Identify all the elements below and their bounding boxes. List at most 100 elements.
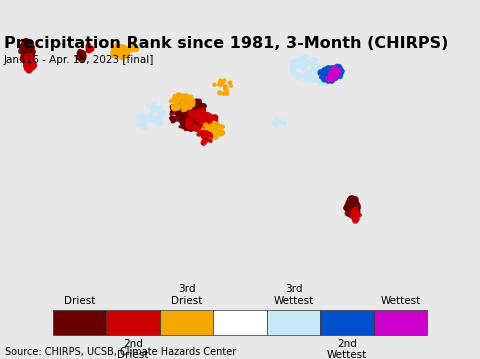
Point	[201, 137, 208, 143]
Point	[348, 206, 356, 211]
Point	[111, 53, 119, 59]
Point	[317, 70, 324, 76]
Point	[28, 52, 36, 57]
Point	[316, 67, 324, 73]
Point	[325, 67, 333, 73]
Point	[332, 66, 340, 71]
Point	[327, 70, 335, 76]
Point	[331, 76, 338, 81]
Point	[347, 197, 355, 202]
Point	[217, 130, 225, 136]
Point	[219, 124, 227, 130]
Point	[136, 119, 144, 125]
Point	[320, 81, 328, 87]
Point	[302, 74, 310, 80]
Point	[301, 64, 309, 70]
Point	[330, 68, 337, 74]
Point	[21, 46, 28, 51]
Point	[174, 104, 181, 109]
Point	[312, 61, 320, 67]
Point	[176, 99, 183, 104]
Point	[148, 116, 156, 122]
Point	[24, 43, 31, 49]
Point	[274, 118, 281, 123]
Point	[134, 115, 142, 121]
Point	[200, 108, 207, 113]
Point	[347, 199, 355, 205]
Point	[203, 129, 210, 134]
Point	[23, 46, 30, 51]
Point	[211, 118, 219, 123]
Point	[313, 68, 321, 74]
Point	[338, 69, 346, 75]
Point	[281, 120, 288, 125]
Point	[27, 54, 35, 60]
Point	[24, 42, 32, 47]
Point	[315, 68, 323, 74]
Point	[167, 98, 174, 104]
Bar	[106, 310, 160, 335]
Point	[205, 131, 213, 136]
Point	[321, 76, 328, 81]
Point	[325, 77, 333, 83]
Point	[214, 123, 222, 129]
Point	[134, 122, 142, 128]
Point	[354, 203, 362, 209]
Point	[333, 74, 341, 80]
Point	[192, 118, 200, 124]
Point	[156, 120, 164, 126]
Point	[350, 207, 358, 213]
Point	[198, 105, 206, 111]
Point	[311, 73, 318, 78]
Point	[119, 55, 126, 61]
Point	[138, 116, 146, 122]
Point	[195, 109, 203, 115]
Point	[192, 118, 200, 123]
Point	[329, 68, 337, 74]
Point	[180, 120, 188, 126]
Point	[210, 122, 218, 128]
Point	[185, 120, 193, 126]
Point	[202, 122, 210, 128]
Point	[345, 201, 352, 206]
Point	[314, 71, 322, 76]
Point	[24, 65, 32, 71]
Point	[25, 59, 33, 64]
Point	[349, 210, 357, 216]
Point	[19, 57, 26, 62]
Point	[192, 126, 200, 132]
Point	[111, 46, 119, 52]
Point	[328, 74, 336, 80]
Point	[321, 70, 328, 76]
Point	[348, 199, 355, 204]
Point	[19, 50, 26, 56]
Point	[227, 83, 235, 89]
Point	[186, 108, 193, 114]
Point	[28, 64, 36, 70]
Point	[313, 76, 321, 81]
Point	[144, 103, 152, 109]
Point	[28, 64, 36, 70]
Point	[350, 210, 358, 216]
Point	[182, 98, 190, 104]
Point	[211, 121, 219, 127]
Point	[88, 45, 96, 50]
Point	[205, 116, 213, 122]
Point	[309, 68, 316, 74]
Point	[352, 201, 360, 206]
Point	[176, 109, 184, 115]
Point	[193, 113, 201, 119]
Text: Precipitation Rank since 1981, 3-Month (CHIRPS): Precipitation Rank since 1981, 3-Month (…	[4, 36, 448, 51]
Point	[211, 125, 218, 131]
Point	[302, 73, 310, 78]
Point	[114, 45, 122, 51]
Point	[328, 77, 336, 83]
Point	[183, 94, 191, 99]
Point	[180, 105, 188, 111]
Point	[171, 94, 179, 100]
Point	[185, 104, 193, 110]
Point	[18, 55, 26, 61]
Point	[336, 65, 344, 70]
Point	[348, 197, 356, 203]
Point	[110, 52, 118, 58]
